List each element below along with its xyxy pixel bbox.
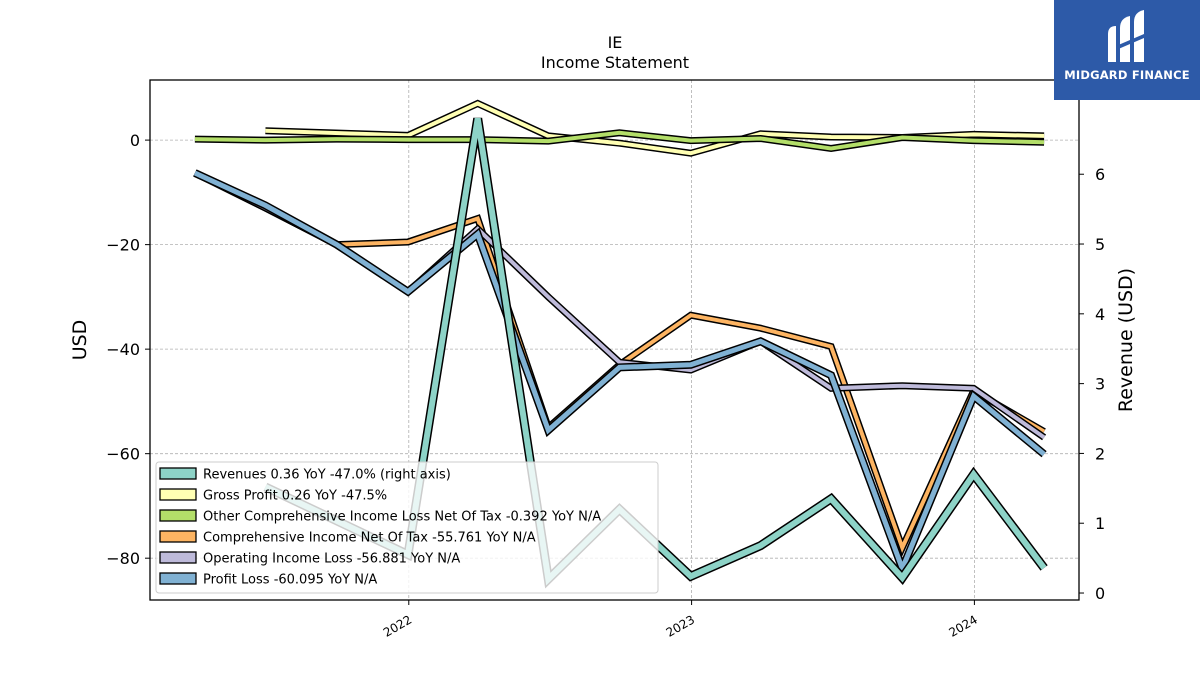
x-tick-label: 2023 — [664, 612, 697, 639]
x-tick-label: 2022 — [381, 612, 414, 639]
y-tick-label: −40 — [106, 340, 140, 359]
y2-tick-label: 1 — [1095, 514, 1105, 533]
y2-axis-label: Revenue (USD) — [1115, 268, 1137, 412]
brand-logo: MIDGARD FINANCE — [1054, 0, 1200, 100]
series-lines — [193, 99, 1048, 589]
legend-entry: Revenues 0.36 YoY -47.0% (right axis) — [203, 468, 451, 483]
y-tick-label: −60 — [106, 445, 140, 464]
x-tick-label: 2024 — [946, 612, 979, 639]
y2-tick-label: 2 — [1095, 444, 1105, 463]
legend-swatch — [159, 530, 197, 543]
series-profit-loss — [193, 169, 1047, 580]
legend-swatch — [159, 488, 197, 501]
chart-subtitle: Income Statement — [541, 53, 689, 72]
legend-entry: Operating Income Loss -56.881 YoY N/A — [203, 552, 460, 567]
x-axis-ticks: 2022 2023 2024 — [381, 600, 980, 640]
legend-entry: Comprehensive Income Net Of Tax -55.761 … — [203, 531, 536, 546]
legend-swatch — [159, 572, 197, 585]
legend-entry: Gross Profit 0.26 YoY -47.5% — [203, 489, 387, 504]
y2-tick-label: 5 — [1095, 235, 1105, 254]
grid-lines — [150, 80, 1079, 600]
series-revenues — [263, 117, 1048, 589]
y-tick-label: −80 — [106, 549, 140, 568]
chart-title: IE — [608, 33, 623, 52]
y-axis-label: USD — [69, 320, 91, 361]
series-other-comprehensive-income-loss-net-of-tax — [194, 129, 1045, 153]
y-tick-label: −20 — [106, 236, 140, 255]
series-line-outline — [265, 99, 1045, 157]
legend-swatch — [159, 467, 197, 480]
legend-entry: Profit Loss -60.095 YoY N/A — [203, 573, 377, 588]
series-line — [194, 171, 1046, 440]
legend-swatch — [159, 551, 197, 564]
legend-entry: Other Comprehensive Income Loss Net Of T… — [203, 510, 601, 525]
series-line — [264, 117, 1047, 586]
plot-frame — [149, 79, 1080, 601]
legend-swatch — [159, 509, 197, 522]
y-tick-label: 0 — [130, 131, 140, 150]
y2-tick-label: 4 — [1095, 305, 1105, 324]
y2-tick-label: 3 — [1095, 375, 1105, 394]
brand-name: MIDGARD FINANCE — [1064, 68, 1190, 82]
y2-tick-label: 6 — [1095, 165, 1105, 184]
y2-tick-label: 0 — [1095, 584, 1105, 603]
legend: Revenues 0.36 YoY -47.0% (right axis) Gro… — [155, 461, 659, 594]
series-line — [193, 170, 1046, 576]
series-gross-profit — [265, 99, 1045, 157]
series-operating-income-loss — [193, 169, 1047, 441]
y-axis-ticks: 0 −20 −40 −60 −80 — [106, 131, 150, 568]
midgard-logo-icon — [1108, 10, 1144, 62]
y2-axis-ticks: 0 1 2 3 4 5 6 — [1079, 165, 1105, 603]
series-line — [194, 130, 1045, 151]
legend-frame — [155, 461, 659, 594]
series-line-outline — [193, 169, 1047, 441]
